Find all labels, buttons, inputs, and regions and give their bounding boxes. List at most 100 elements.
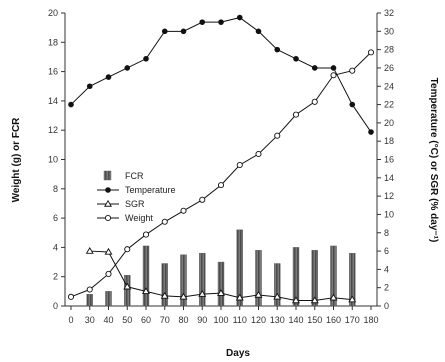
legend-temperature-marker	[105, 187, 111, 193]
temperature-line	[70, 17, 372, 133]
right-tick-label: 24	[384, 81, 394, 91]
left-tick-label: 16	[48, 67, 58, 77]
left-tick-label: 0	[53, 301, 58, 311]
legend-label: Temperature	[125, 185, 176, 195]
fcr-bar	[161, 263, 168, 307]
weight-point	[161, 218, 168, 225]
temperature-point	[86, 83, 93, 90]
weight-point	[180, 207, 187, 214]
series-markers	[67, 14, 375, 304]
weight-point	[292, 111, 300, 118]
sgr-point	[85, 246, 94, 254]
left-tick-label: 20	[48, 8, 58, 18]
temperature-point	[368, 129, 374, 135]
x-tick-label: 130	[270, 315, 285, 325]
left-tick-label: 12	[48, 125, 58, 135]
sgr-point	[348, 295, 357, 303]
weight-point	[274, 132, 281, 139]
weight-point	[217, 182, 225, 189]
left-axis-title: Weight (g) or FCR	[11, 117, 22, 203]
weight-point	[349, 67, 356, 74]
left-tick-label: 10	[48, 155, 58, 165]
right-tick-label: 18	[384, 136, 394, 146]
temperature-point	[274, 46, 281, 53]
x-tick-label: 70	[160, 315, 170, 325]
weight-point	[236, 161, 243, 169]
x-tick-label: 120	[251, 315, 266, 325]
left-tick-label: 4	[53, 242, 58, 252]
left-tick-label: 18	[48, 37, 58, 47]
sgr-point	[217, 289, 225, 296]
right-tick-label: 22	[384, 100, 394, 110]
x-tick-label: 150	[307, 315, 322, 325]
legend-label: Weight	[125, 213, 153, 223]
right-tick-label: 4	[384, 264, 389, 274]
fcr-bar	[124, 275, 131, 307]
legend: FCR Temperature SGR Weight	[97, 170, 176, 223]
temperature-point	[311, 65, 318, 71]
series-lines	[70, 17, 372, 302]
weight-line	[70, 52, 372, 298]
sgr-point	[273, 292, 282, 300]
x-tick-label: 140	[288, 315, 303, 325]
x-tick-label: 170	[345, 315, 360, 325]
temperature-point	[330, 65, 337, 71]
sgr-point	[142, 287, 150, 295]
x-tick-label: 100	[213, 315, 228, 325]
fcr-bar	[274, 263, 281, 307]
weight-point	[124, 246, 131, 253]
sgr-point	[254, 290, 263, 298]
temperature-point	[124, 65, 131, 71]
x-tick-label: 40	[103, 315, 113, 325]
legend-item-sgr: SGR	[97, 199, 145, 209]
left-tick-label: 8	[53, 184, 58, 194]
right-tick-label: 8	[384, 228, 389, 238]
left-axis-ticks: 0 2 4 6 8 10 12 14 16 18 20	[48, 8, 65, 311]
right-tick-label: 20	[384, 118, 394, 128]
legend-label: SGR	[125, 199, 145, 209]
legend-item-weight: Weight	[97, 213, 153, 223]
right-tick-label: 26	[384, 63, 394, 73]
weight-point	[105, 270, 112, 278]
x-tick-label: 30	[85, 315, 95, 325]
temperature-point	[161, 28, 168, 35]
fcr-bar	[105, 291, 112, 307]
temperature-point	[180, 28, 187, 35]
right-tick-label: 14	[384, 173, 394, 183]
legend-bar-swatch	[103, 170, 112, 181]
sgr-point	[329, 293, 338, 301]
weight-point	[255, 150, 262, 158]
temperature-point	[143, 55, 149, 62]
right-tick-label: 28	[384, 45, 394, 55]
x-axis-ticks: 0 30 40 50 60 70 80 90 100 110 120 130 140 150 160 170 1…	[68, 306, 379, 325]
x-tick-label: 0	[68, 315, 73, 325]
fcr-bar	[199, 253, 206, 307]
weight-point	[86, 286, 93, 293]
right-tick-label: 12	[384, 191, 394, 201]
sgr-point	[235, 293, 244, 301]
temperature-point	[218, 19, 224, 25]
sgr-point	[123, 282, 132, 290]
sgr-point	[179, 292, 188, 300]
right-tick-label: 6	[384, 246, 389, 256]
weight-point	[199, 196, 206, 203]
right-axis-title: Temperature (°C) or SGR (% day⁻¹)	[428, 78, 439, 243]
sgr-point	[104, 247, 113, 255]
left-tick-label: 14	[48, 96, 58, 106]
fcr-bar	[86, 294, 93, 307]
sgr-point	[292, 296, 300, 304]
right-tick-label: 2	[384, 283, 389, 293]
temperature-point	[105, 74, 112, 80]
legend-item-temperature: Temperature	[97, 185, 176, 195]
legend-item-fcr: FCR	[103, 170, 144, 181]
x-tick-label: 80	[178, 315, 188, 325]
legend-label: FCR	[125, 171, 144, 181]
weight-point	[330, 72, 337, 79]
legend-sgr-marker	[104, 199, 112, 207]
x-tick-label: 90	[197, 315, 207, 325]
x-tick-label: 50	[122, 315, 132, 325]
temperature-point	[236, 14, 243, 21]
fcr-bar	[217, 261, 225, 307]
